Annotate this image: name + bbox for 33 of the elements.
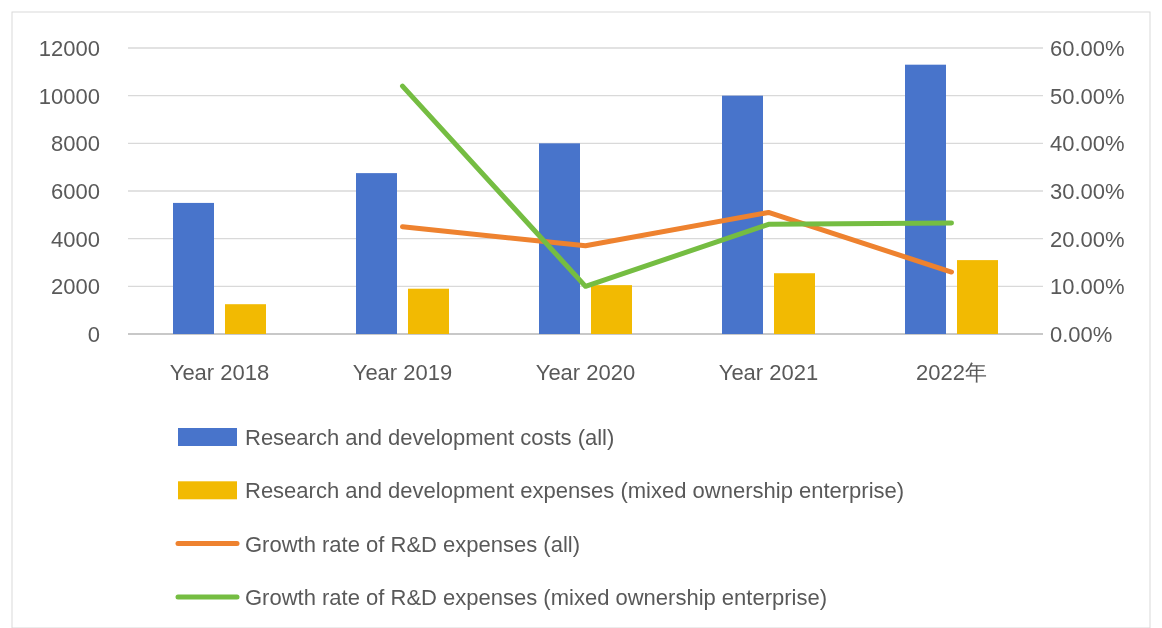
legend-label: Research and development expenses (mixed ownership enterprise) bbox=[245, 478, 905, 504]
bar bbox=[905, 64, 946, 334]
x-tick-label: Year 2020 bbox=[535, 360, 636, 385]
bar bbox=[356, 173, 397, 334]
bar bbox=[722, 95, 763, 334]
legend-label: Growth rate of R&D expenses (mixed ownership enterprise) bbox=[245, 584, 828, 610]
y2-tick-label: 10.00% bbox=[1050, 274, 1125, 300]
legend-label: Growth rate of R&D expenses (all) bbox=[245, 531, 581, 557]
y-tick-label: 6000 bbox=[51, 179, 100, 204]
bar bbox=[591, 285, 632, 334]
y-tick-label: 8000 bbox=[51, 131, 100, 157]
bar bbox=[774, 273, 815, 334]
y2-tick-label: 60.00% bbox=[1050, 36, 1125, 61]
y-tick-label: 10000 bbox=[38, 83, 100, 109]
x-tick-label: Year 2018 bbox=[169, 360, 270, 385]
y2-tick-label: 0.00% bbox=[1050, 322, 1113, 347]
y-tick-label: 0 bbox=[87, 322, 100, 347]
bar bbox=[408, 288, 449, 334]
bar bbox=[225, 304, 266, 334]
y-tick-label: 2000 bbox=[51, 274, 100, 300]
y2-tick-label: 40.00% bbox=[1050, 131, 1125, 157]
bar bbox=[173, 202, 214, 334]
legend-label: Research and development costs (all) bbox=[245, 425, 615, 450]
x-tick-label: 2022年 bbox=[916, 360, 987, 385]
y2-tick-label: 20.00% bbox=[1050, 226, 1125, 252]
y2-tick-label: 30.00% bbox=[1050, 179, 1125, 204]
bar bbox=[539, 143, 580, 334]
y2-tick-label: 50.00% bbox=[1050, 83, 1125, 109]
x-tick-label: Year 2019 bbox=[352, 360, 453, 385]
x-tick-label: Year 2021 bbox=[718, 360, 819, 385]
y-tick-label: 12000 bbox=[38, 36, 100, 61]
y-tick-label: 4000 bbox=[51, 226, 100, 252]
bar bbox=[957, 260, 998, 334]
